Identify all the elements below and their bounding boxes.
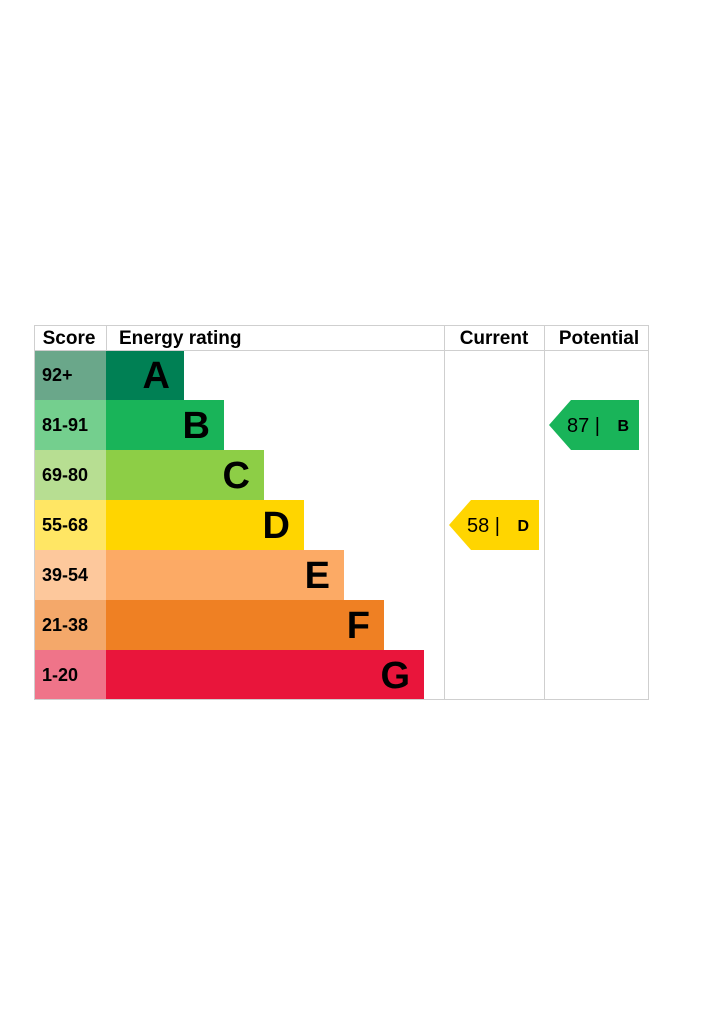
header-current: Current (460, 328, 529, 349)
band-bar-c (106, 450, 264, 500)
band-bar-g (106, 650, 424, 700)
score-cell-c (34, 450, 106, 500)
potential-rating-band: B (617, 418, 629, 435)
score-label-e: 39-54 (42, 565, 88, 585)
header-potential: Potential (559, 328, 639, 349)
header-row: Score Energy rating Current Potential (43, 328, 640, 349)
rating-arrows: 58 | D 87 | B (449, 400, 639, 550)
score-label-c: 69-80 (42, 465, 88, 485)
score-label-a: 92+ (42, 365, 73, 385)
score-cell-e (34, 550, 106, 600)
header-score: Score (43, 328, 96, 349)
band-letter-a: A (143, 355, 170, 397)
band-letter-d: D (263, 505, 290, 547)
band-letter-g: G (380, 655, 410, 697)
header-energy-rating: Energy rating (119, 328, 241, 349)
table-grid (34, 325, 649, 700)
score-cell-d (34, 500, 106, 550)
score-label-f: 21-38 (42, 615, 88, 635)
band-letter-c: C (223, 455, 250, 497)
current-rating-value: 58 | (467, 515, 500, 537)
band-bar-e (106, 550, 344, 600)
current-rating-band: D (517, 518, 529, 535)
score-cell-g (34, 650, 106, 700)
current-rating-arrow (449, 500, 539, 550)
score-cell-a (34, 350, 106, 400)
score-label-d: 55-68 (42, 515, 88, 535)
band-bar-d (106, 500, 304, 550)
score-cell-b (34, 400, 106, 450)
table-border (34, 325, 649, 700)
potential-rating-value: 87 | (567, 415, 600, 437)
score-label-b: 81-91 (42, 415, 88, 435)
band-bar-f (106, 600, 384, 650)
band-letter-f: F (347, 605, 370, 647)
rating-bands: 92+ A 81-91 B 69-80 C 55-68 D 39-54 E 21-38 F 1-20 G (34, 350, 424, 700)
band-bar-b (106, 400, 224, 450)
band-letter-e: E (305, 555, 330, 597)
band-letter-b: B (183, 405, 210, 447)
potential-rating-arrow (549, 400, 639, 450)
score-label-g: 1-20 (42, 665, 78, 685)
score-cell-f (34, 600, 106, 650)
band-bar-a (106, 350, 184, 400)
